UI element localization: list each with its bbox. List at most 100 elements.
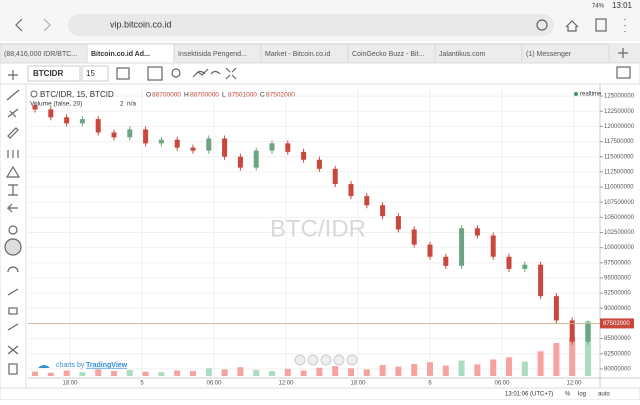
url-field[interactable] — [68, 14, 554, 36]
x-tick-label: 18:00 — [62, 381, 78, 387]
interval-field[interactable] — [81, 65, 109, 82]
ohlc-value: 88700000 — [152, 92, 181, 99]
log-toggle[interactable]: log — [578, 392, 586, 398]
x-tick-label: 12:00 — [566, 381, 582, 387]
candle-body — [253, 150, 259, 168]
ohlc-value: 87501000 — [228, 92, 257, 99]
scroll-button[interactable] — [307, 354, 319, 366]
branding-link[interactable]: TradingView — [86, 362, 128, 369]
symbol-field[interactable] — [27, 65, 81, 82]
interval: 15 — [86, 69, 95, 78]
candle-body — [222, 138, 228, 157]
volume-bar — [253, 369, 260, 376]
volume-bar — [537, 351, 544, 376]
candle-body — [79, 119, 85, 124]
volume-bar — [332, 366, 339, 376]
scroll-button[interactable] — [333, 354, 345, 366]
volume-bar — [205, 368, 212, 376]
forward-button[interactable] — [43, 18, 51, 32]
tab-title: Jalantikus.com — [439, 51, 485, 58]
volume-bar — [569, 337, 576, 376]
y-tick-label: 125000000 — [604, 94, 635, 100]
x-tick-label: 18:00 — [350, 381, 366, 387]
y-tick-label: 112500000 — [604, 169, 634, 175]
candle-body — [48, 109, 54, 118]
y-tick-label: 85000000 — [604, 336, 631, 342]
percent-toggle[interactable]: % — [565, 392, 571, 398]
tabs-button[interactable] — [595, 18, 607, 32]
symbol: BTCIDR — [33, 69, 63, 78]
candle-body — [206, 138, 212, 151]
settings-button[interactable] — [171, 68, 181, 78]
candle-body — [174, 139, 180, 148]
legend-toggle[interactable] — [30, 90, 38, 98]
undo-redo-fullscreen[interactable] — [195, 67, 237, 80]
volume-bar — [316, 367, 323, 376]
volume-value: n/a — [127, 101, 136, 108]
y-tick-label: 97500000 — [604, 260, 631, 266]
ohlc-letter: O — [146, 92, 151, 99]
realtime: realtime — [580, 92, 602, 98]
ohlc-value: 87502000 — [266, 92, 295, 99]
tab-title: CoinGecko Buzz - Bit... — [352, 51, 424, 58]
candle-body — [64, 117, 70, 124]
volume-bar — [142, 371, 149, 376]
y-tick-label: 90000000 — [604, 306, 631, 312]
reload-button[interactable] — [536, 19, 548, 31]
tab-title: (88,416,000 IDR/BTC... — [4, 51, 77, 58]
volume-bar — [237, 367, 244, 376]
y-tick-label: 115000000 — [604, 154, 634, 160]
candle-body — [395, 216, 401, 230]
y-tick-label: 80000000 — [604, 366, 631, 372]
battery: 74% — [592, 4, 605, 10]
candle-body — [143, 129, 149, 144]
chart-toolbar — [0, 62, 640, 85]
candle-body — [332, 168, 338, 184]
volume-bar — [95, 369, 102, 376]
last-price-label: 87502000 — [603, 321, 630, 327]
candle-body — [585, 323, 591, 342]
footer-time: 13:01:06 (UTC+7) — [505, 392, 553, 398]
volume-bar — [474, 364, 481, 376]
tab-title: Bitcoin.co.id Ad... — [91, 51, 150, 58]
volume-bar — [521, 361, 528, 376]
y-tick-label: 102500000 — [604, 230, 635, 236]
candle-body — [348, 184, 354, 197]
volume-bar — [221, 369, 228, 376]
scroll-button[interactable] — [346, 354, 358, 366]
realtime-dot — [574, 92, 578, 96]
volume-bar — [158, 372, 165, 376]
volume-bar — [174, 370, 181, 376]
x-tick-label: 12:00 — [278, 381, 294, 387]
volume-value: 2 — [120, 101, 124, 108]
chart-style-button[interactable] — [116, 67, 130, 80]
volume-bar — [379, 365, 386, 376]
volume-bar — [300, 370, 307, 376]
candle-body — [158, 139, 164, 144]
indicators-button[interactable] — [147, 66, 163, 81]
snapshot-button[interactable] — [616, 66, 631, 79]
y-tick-label: 117500000 — [604, 139, 634, 145]
status-bar — [0, 0, 640, 11]
tab-strip: (88,416,000 IDR/BTC... Bitcoin.co.id Ad..… — [0, 43, 640, 64]
volume-bar — [79, 372, 86, 376]
volume-bar — [585, 321, 591, 376]
candle-body — [364, 196, 370, 206]
watermark: BTC/IDR — [270, 215, 366, 242]
back-button[interactable] — [15, 18, 23, 32]
volume-bar — [126, 369, 133, 376]
drawing-tools[interactable] — [4, 70, 22, 375]
scroll-button[interactable] — [320, 354, 332, 366]
ohlc-value: 88700000 — [190, 92, 219, 99]
candle-body — [506, 256, 512, 269]
tab-title: Insektisida Pengend... — [178, 51, 247, 58]
auto-toggle[interactable]: auto — [598, 392, 610, 398]
compare-button[interactable] — [192, 68, 209, 78]
volume-bar — [190, 371, 196, 376]
last-price-box — [600, 318, 634, 329]
scroll-button[interactable] — [294, 354, 306, 366]
x-tick-label: 5 — [140, 381, 144, 387]
new-tab-button[interactable] — [618, 48, 628, 58]
home-button[interactable] — [565, 20, 579, 32]
